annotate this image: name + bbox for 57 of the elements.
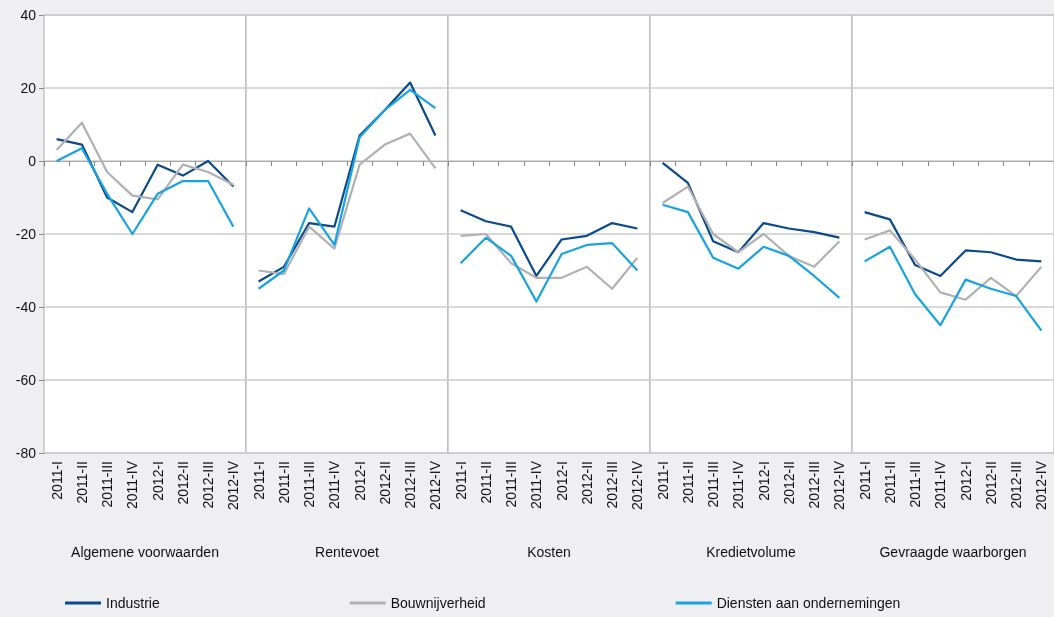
x-tick-label: 2012-IV — [225, 460, 242, 511]
y-tick-label: -40 — [15, 299, 37, 315]
x-tick-label: 2012-IV — [831, 460, 848, 511]
x-tick-label: 2011-IV — [326, 460, 343, 509]
x-axis-title: Kosten — [527, 544, 571, 560]
x-tick-label: 2011-I — [654, 461, 671, 500]
x-tick-label: 2012-IV — [427, 460, 444, 511]
x-tick-label: 2011-IV — [730, 460, 747, 509]
x-tick-label: 2011-I — [856, 461, 873, 500]
x-axis-title: Kredietvolume — [706, 544, 796, 560]
x-tick-label: 2011-II — [679, 461, 696, 504]
x-tick-label: 2012-II — [982, 461, 999, 505]
x-tick-label: 2012-II — [376, 461, 393, 505]
y-tick-label: -80 — [15, 445, 37, 461]
x-tick-label: 2011-I — [250, 461, 267, 500]
x-tick-label: 2012-I — [351, 461, 368, 501]
x-tick-label: 2012-III — [200, 461, 217, 509]
y-tick-label: 20 — [20, 80, 37, 96]
x-tick-label: 2011-IV — [124, 460, 141, 509]
y-tick-label: -20 — [15, 226, 37, 242]
legend-label: Diensten aan ondernemingen — [716, 595, 901, 611]
x-tick-label: 2011-I — [452, 461, 469, 500]
x-tick-label: 2012-II — [780, 461, 797, 505]
x-tick-label: 2012-III — [402, 461, 419, 509]
line-series — [55, 138, 235, 214]
x-tick-label: 2011-III — [503, 461, 520, 508]
x-tick-label: 2012-III — [806, 461, 823, 509]
x-tick-label: 2012-IV — [1033, 460, 1050, 511]
x-tick-label: 2012-I — [755, 461, 772, 501]
x-tick-label: 2011-IV — [932, 460, 949, 509]
x-axis-title: Gevraagde waarborgen — [879, 544, 1027, 560]
legend-label: Industrie — [106, 595, 160, 611]
x-tick-label: 2011-II — [275, 461, 292, 504]
y-tick-label: 40 — [20, 7, 37, 23]
x-tick-label: 2012-II — [174, 461, 191, 505]
x-tick-label: 2012-I — [149, 461, 166, 501]
x-axis-title: Rentevoet — [315, 544, 380, 560]
x-tick-label: 2011-II — [73, 461, 90, 504]
x-axis-title: Algemene voorwaarden — [71, 544, 219, 560]
x-tick-label: 2012-III — [1008, 461, 1025, 509]
x-tick-label: 2012-II — [578, 461, 595, 505]
x-tick-label: 2011-III — [99, 461, 116, 508]
x-tick-label: 2012-III — [604, 461, 621, 509]
y-tick-label: 0 — [28, 153, 37, 169]
x-tick-label: 2012-I — [957, 461, 974, 501]
x-tick-label: 2011-III — [907, 461, 924, 508]
x-tick-label: 2012-I — [553, 461, 570, 501]
x-tick-label: 2012-IV — [629, 460, 646, 511]
x-tick-label: 2011-IV — [528, 460, 545, 509]
legend-label: Bouwnijverheid — [390, 595, 486, 611]
x-tick-label: 2011-II — [881, 461, 898, 504]
x-tick-label: 2011-I — [48, 461, 65, 500]
line-series — [55, 147, 235, 236]
x-tick-label: 2011-II — [477, 461, 494, 504]
x-tick-label: 2011-III — [301, 461, 318, 508]
y-tick-label: -60 — [15, 372, 37, 388]
x-tick-label: 2011-III — [705, 461, 722, 508]
